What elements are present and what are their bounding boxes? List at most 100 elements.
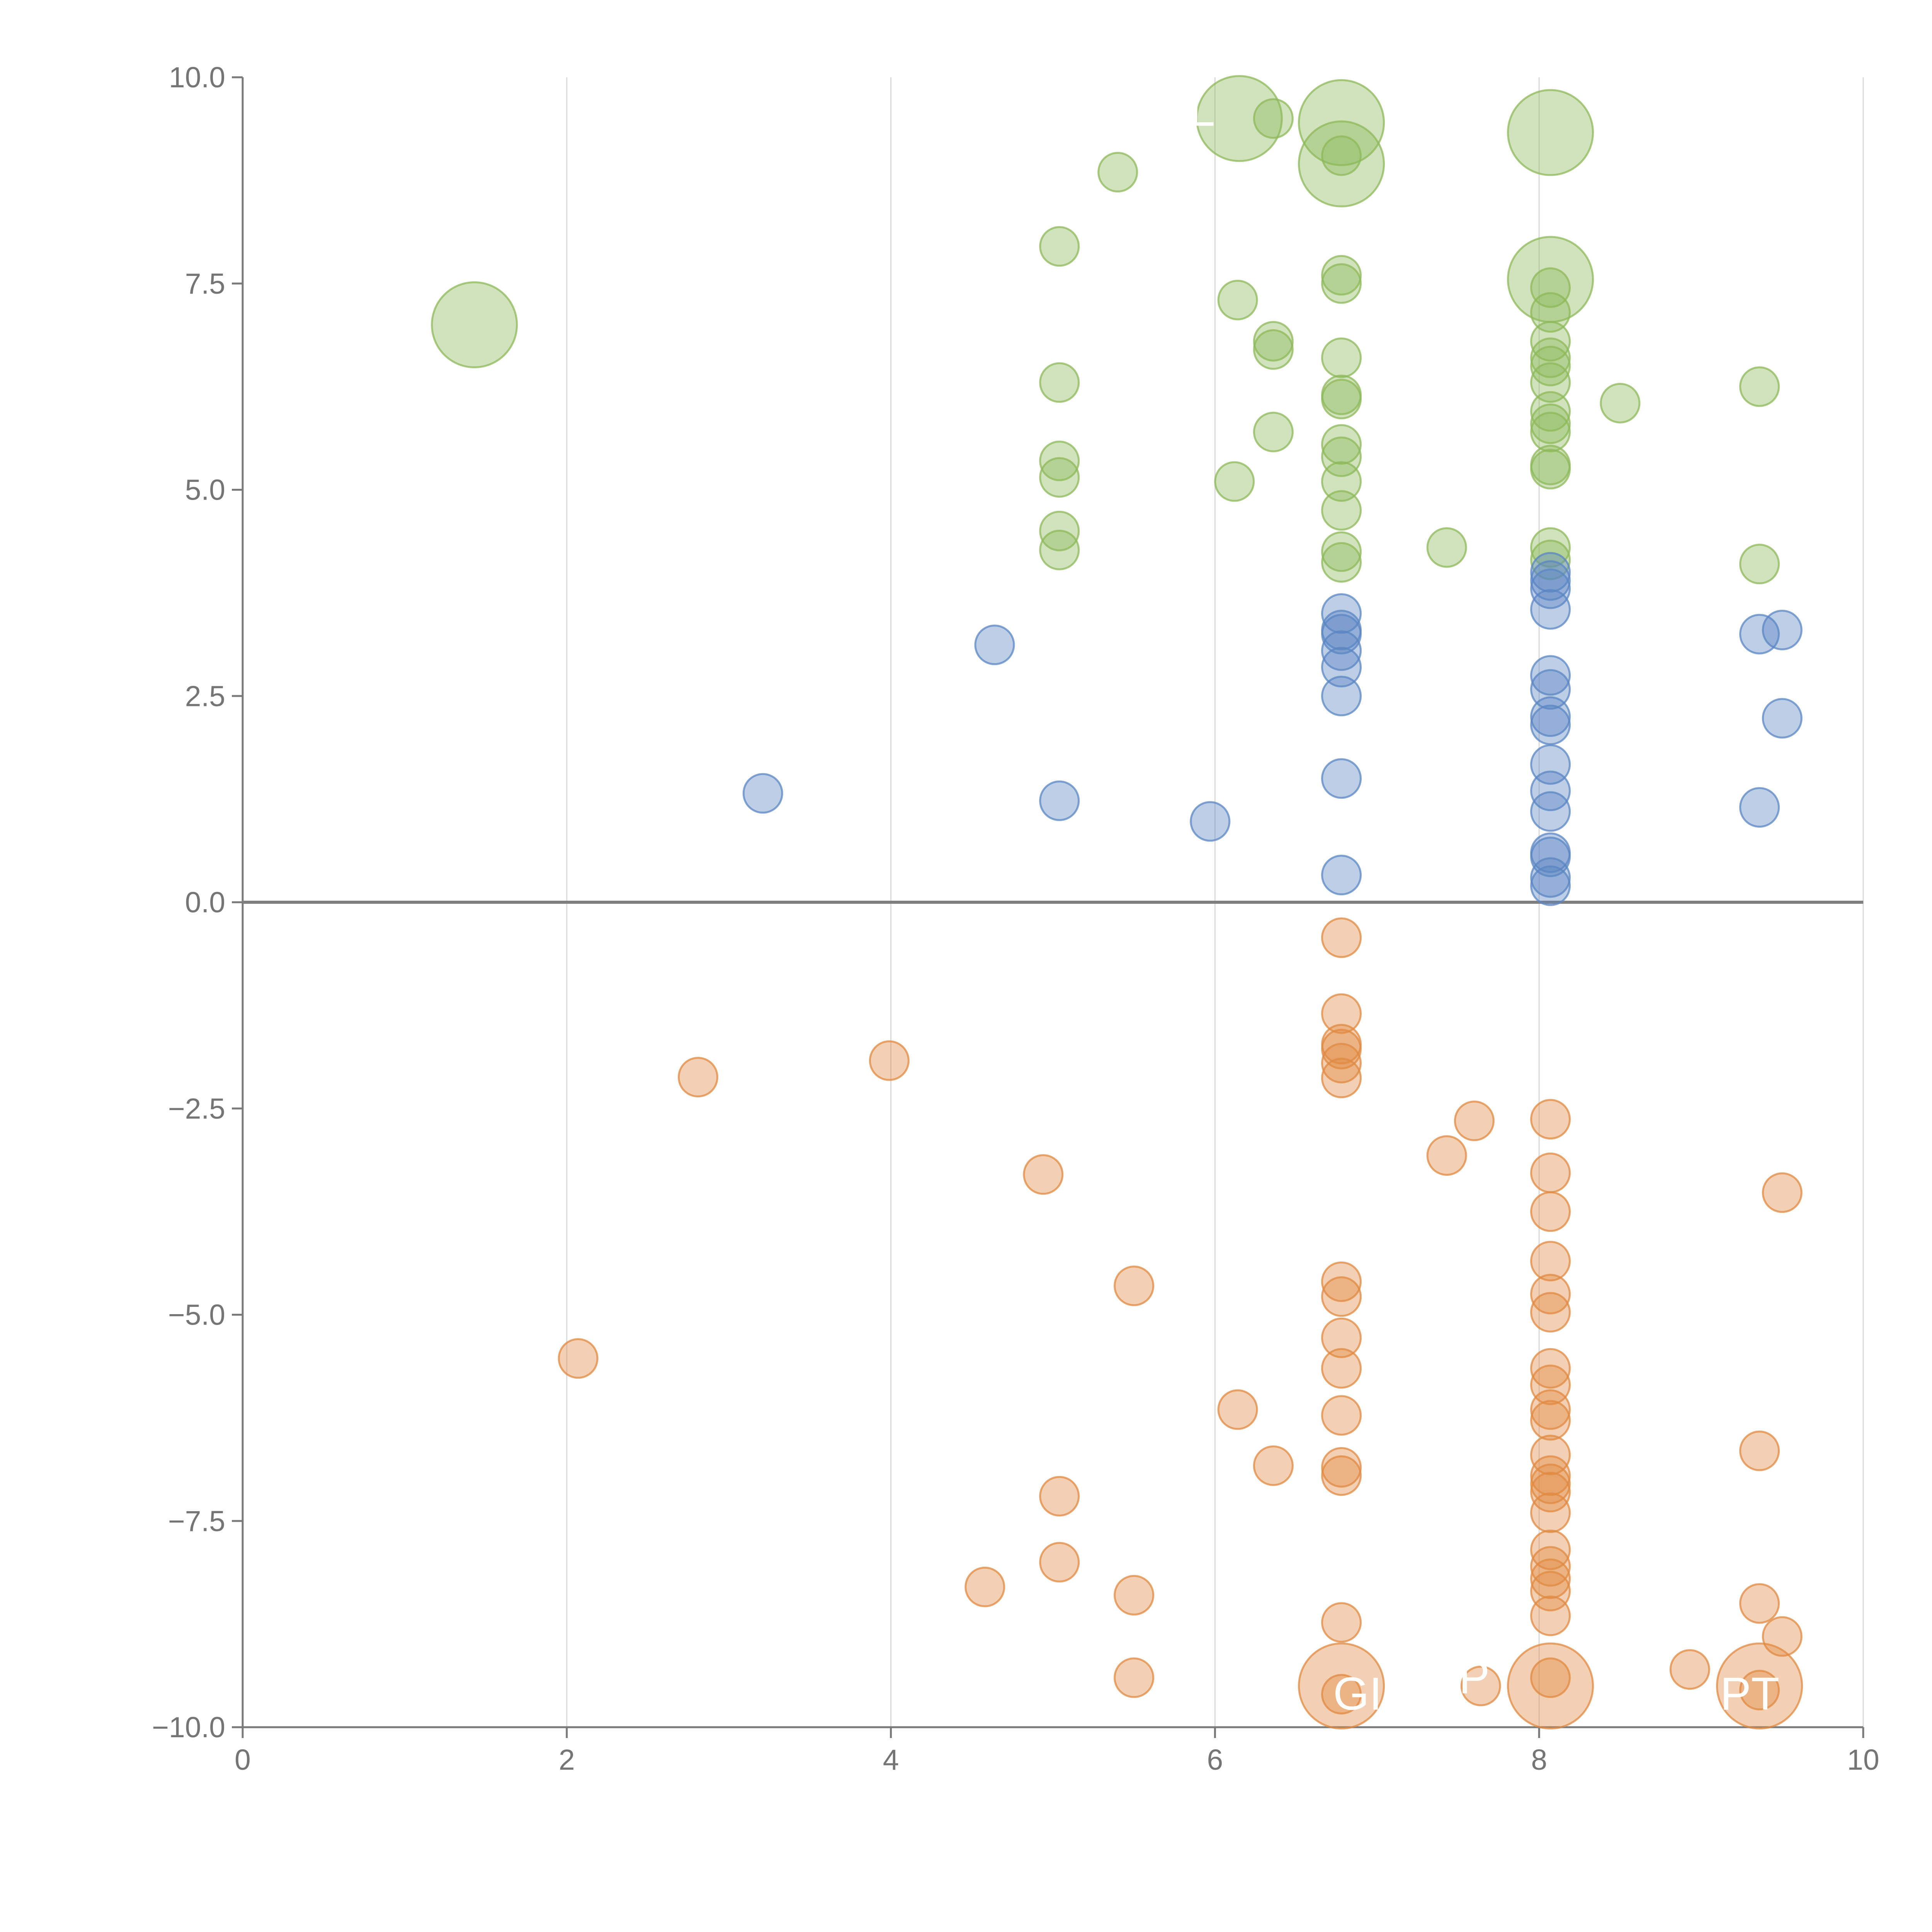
lower-blue-point	[1530, 655, 1571, 696]
negative-orange-point	[1530, 1389, 1571, 1430]
upper-green-point	[1321, 337, 1362, 378]
lower-blue-point	[1762, 698, 1803, 739]
y-tick-label: −7.5	[168, 1505, 225, 1537]
upper-green-point	[1217, 279, 1258, 320]
lower-blue-point	[1530, 589, 1571, 630]
negative-orange-point	[1321, 1602, 1362, 1643]
upper-green-point	[1321, 135, 1362, 176]
upper-green-point	[1739, 366, 1780, 407]
lower-blue-point	[1321, 758, 1362, 799]
negative-orange-point	[1298, 1642, 1385, 1730]
upper-green-point	[1530, 337, 1571, 378]
negative-orange-point	[1321, 1674, 1362, 1715]
lower-blue-point	[1530, 552, 1571, 593]
upper-green-point	[1321, 542, 1362, 583]
upper-green-point	[1507, 89, 1594, 176]
lower-blue-point	[1321, 614, 1362, 655]
upper-green-point	[1530, 412, 1571, 452]
upper-green-point	[1321, 436, 1362, 477]
lower-blue-point	[1530, 568, 1571, 609]
upper-green-point	[1530, 391, 1571, 432]
negative-orange-point	[869, 1040, 910, 1081]
lower-blue-point	[1739, 787, 1780, 828]
upper-green-point	[1530, 267, 1571, 308]
upper-green-point	[1253, 321, 1294, 362]
x-tick-label: 4	[883, 1743, 899, 1776]
label-layer: L GI P PT	[1189, 84, 1779, 1719]
upper-green-point	[1039, 529, 1080, 570]
negative-orange-point	[1114, 1575, 1155, 1616]
negative-orange-point	[1530, 1274, 1571, 1315]
negative-orange-point	[1530, 1529, 1571, 1570]
y-tick-label: 10.0	[169, 61, 225, 94]
upper-green-point	[1321, 531, 1362, 572]
point-label: GI	[1333, 1668, 1382, 1720]
lower-blue-point	[1321, 647, 1362, 688]
negative-orange-point	[1321, 1043, 1362, 1083]
x-tick-label: 8	[1531, 1743, 1547, 1776]
negative-orange-point	[678, 1057, 719, 1098]
upper-green-point	[1298, 79, 1385, 166]
negative-orange-point	[1530, 1571, 1571, 1612]
lower-blue-point	[1530, 704, 1571, 745]
negative-orange-point	[1321, 1455, 1362, 1496]
axis-layer: 10.0 7.5 5.0 2.5 0.0 −2.5 −5.0 −7.5 −10.0 0 2 4 6 8 10	[152, 61, 1879, 1776]
negative-orange-point	[1114, 1657, 1155, 1698]
upper-green-point	[1530, 321, 1571, 362]
lower-blue-point	[1530, 865, 1571, 906]
upper-green-point	[1530, 527, 1571, 568]
negative-orange-point	[1321, 917, 1362, 958]
upper-green-point	[1039, 362, 1080, 403]
lower-blue-point	[1321, 675, 1362, 716]
negative-orange-point	[1739, 1670, 1780, 1711]
negative-orange-point	[1114, 1265, 1155, 1306]
negative-orange-point	[1716, 1642, 1803, 1730]
upper-green-point	[1253, 329, 1294, 370]
upper-green-point	[1097, 152, 1138, 193]
lower-blue-point	[1530, 560, 1571, 601]
negative-orange-point	[1530, 1434, 1571, 1475]
negative-orange-point	[1530, 1455, 1571, 1496]
point-layer	[431, 75, 1803, 1730]
negative-orange-point	[1530, 1364, 1571, 1405]
negative-orange-point	[1039, 1476, 1080, 1517]
upper-green-point	[1214, 461, 1255, 502]
negative-orange-point	[1321, 993, 1362, 1034]
negative-orange-point	[1530, 1595, 1571, 1636]
upper-green-point	[1600, 383, 1641, 423]
upper-green-point	[1039, 457, 1080, 498]
lower-blue-point	[1039, 780, 1080, 821]
negative-orange-point	[1023, 1154, 1064, 1195]
y-tick-label: −2.5	[168, 1092, 225, 1125]
lower-blue-point	[1762, 609, 1803, 650]
negative-orange-point	[1762, 1172, 1803, 1213]
negative-orange-point	[1530, 1241, 1571, 1282]
negative-orange-point	[1530, 1657, 1571, 1698]
negative-orange-point	[1321, 1261, 1362, 1302]
negative-orange-point	[1426, 1135, 1467, 1176]
negative-orange-point	[964, 1566, 1005, 1607]
y-tick-label: 7.5	[185, 267, 225, 300]
negative-orange-point	[1217, 1389, 1258, 1430]
negative-orange-point	[1530, 1463, 1571, 1504]
upper-green-point	[1739, 544, 1780, 585]
y-tick-label: 5.0	[185, 474, 225, 506]
lower-blue-point	[1530, 770, 1571, 811]
negative-orange-point	[1530, 1558, 1571, 1599]
negative-orange-point	[1530, 1099, 1571, 1140]
lower-blue-point	[1530, 696, 1571, 737]
upper-green-point	[1321, 255, 1362, 296]
upper-green-point	[1253, 412, 1294, 452]
lower-blue-point	[1530, 857, 1571, 898]
negative-orange-point	[1321, 1058, 1362, 1099]
upper-green-point	[1530, 292, 1571, 333]
negative-orange-point	[1321, 1395, 1362, 1436]
negative-orange-point	[1253, 1445, 1294, 1486]
upper-green-point	[1321, 461, 1362, 502]
negative-orange-point	[1507, 1642, 1594, 1730]
lower-blue-point	[1530, 837, 1571, 878]
upper-green-point	[1530, 362, 1571, 403]
y-tick-label: −5.0	[168, 1299, 225, 1331]
negative-orange-point	[1739, 1583, 1780, 1624]
negative-orange-point	[1530, 1472, 1571, 1513]
